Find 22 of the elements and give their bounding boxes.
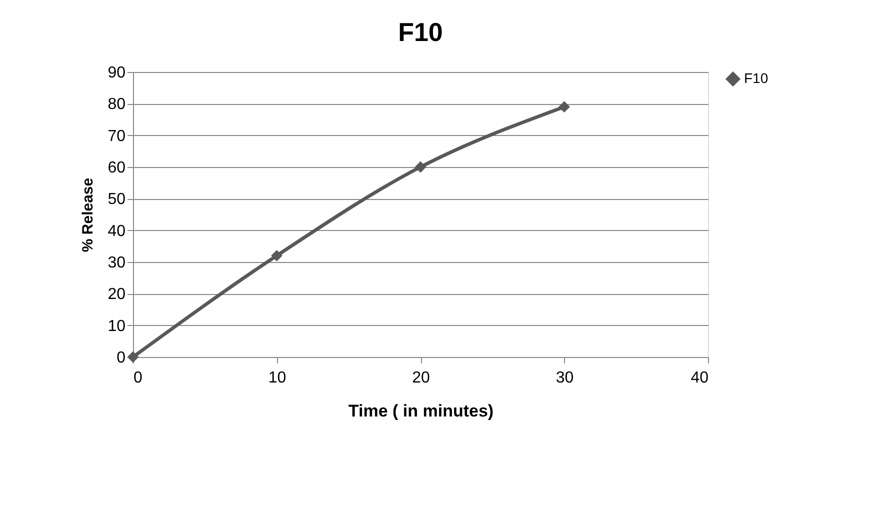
y-tick-label: 90 bbox=[108, 64, 126, 82]
point bbox=[558, 101, 570, 113]
x-tick-label: 10 bbox=[268, 370, 286, 386]
x-tick-label: 30 bbox=[556, 370, 574, 386]
x-tick-label: 0 bbox=[134, 370, 142, 386]
y-tick-label: 0 bbox=[116, 350, 126, 366]
y-tick-label: 70 bbox=[108, 128, 126, 145]
y-axis-title: % Release bbox=[80, 178, 97, 252]
x-axis-title: Time ( in minutes) bbox=[348, 402, 494, 420]
legend-label: F10 bbox=[744, 70, 768, 86]
x-tick-label: 40 bbox=[690, 370, 709, 386]
y-tick-label: 80 bbox=[108, 96, 126, 114]
chart-title: F10 bbox=[398, 17, 443, 47]
y-tick-label: 40 bbox=[108, 222, 126, 240]
y-tick-label: 20 bbox=[108, 286, 126, 304]
y-tick-label: 30 bbox=[108, 254, 126, 272]
point bbox=[414, 161, 426, 173]
y-tick-label: 50 bbox=[108, 191, 126, 208]
x-tick-label: 20 bbox=[412, 370, 430, 386]
y-tick-label: 10 bbox=[108, 318, 126, 335]
y-tick-label: 60 bbox=[108, 160, 126, 176]
point bbox=[271, 250, 282, 262]
